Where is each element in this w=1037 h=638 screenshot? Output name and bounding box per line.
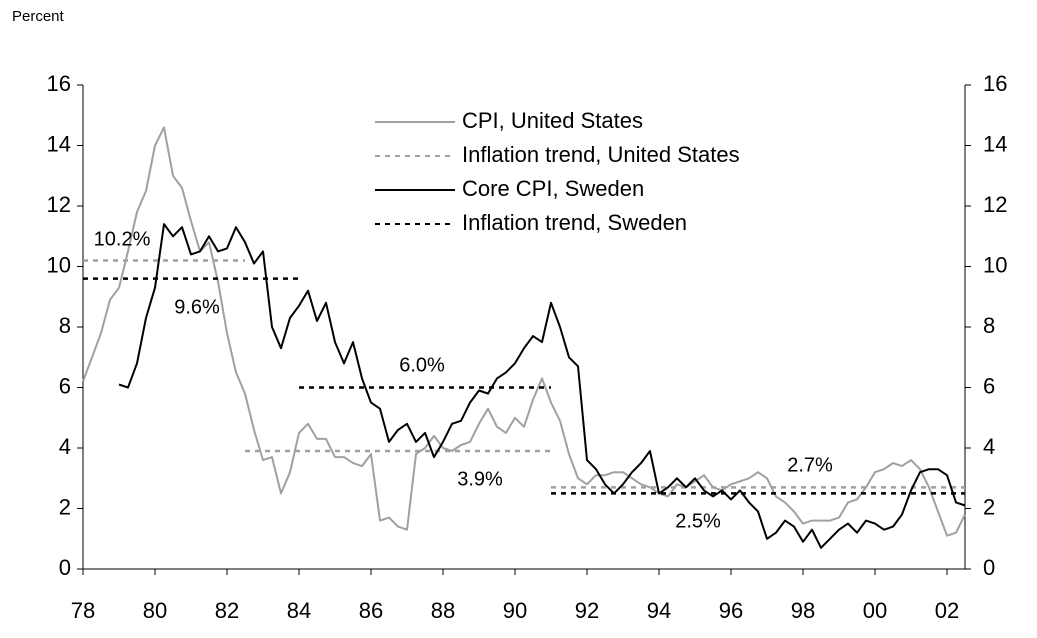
x-tick-label: 94 xyxy=(647,598,671,623)
legend-label: CPI, United States xyxy=(462,108,643,133)
legend-label: Inflation trend, United States xyxy=(462,142,740,167)
y2-tick-label: 6 xyxy=(983,373,995,398)
y-tick-label: 8 xyxy=(59,313,71,338)
legend-label: Inflation trend, Sweden xyxy=(462,210,687,235)
x-tick-label: 82 xyxy=(215,598,239,623)
y-tick-label: 14 xyxy=(47,131,71,156)
trend-label: 2.5% xyxy=(675,510,721,532)
y-tick-label: 4 xyxy=(59,434,71,459)
x-tick-label: 78 xyxy=(71,598,95,623)
y2-tick-label: 16 xyxy=(983,71,1007,96)
y-tick-label: 6 xyxy=(59,373,71,398)
x-tick-label: 92 xyxy=(575,598,599,623)
series-line xyxy=(118,223,966,549)
y2-tick-label: 14 xyxy=(983,131,1007,156)
y-tick-label: 10 xyxy=(47,252,71,277)
y2-tick-label: 8 xyxy=(983,313,995,338)
x-tick-label: 98 xyxy=(791,598,815,623)
x-tick-label: 88 xyxy=(431,598,455,623)
x-tick-label: 02 xyxy=(935,598,959,623)
legend-label: Core CPI, Sweden xyxy=(462,176,644,201)
x-tick-label: 96 xyxy=(719,598,743,623)
y2-tick-label: 4 xyxy=(983,434,995,459)
y-tick-label: 12 xyxy=(47,192,71,217)
y-tick-label: 0 xyxy=(59,555,71,580)
y2-tick-label: 2 xyxy=(983,494,995,519)
x-tick-label: 00 xyxy=(863,598,887,623)
y-tick-label: 2 xyxy=(59,494,71,519)
y2-tick-label: 10 xyxy=(983,252,1007,277)
y-tick-label: 16 xyxy=(47,71,71,96)
trend-label: 2.7% xyxy=(787,454,833,476)
y2-tick-label: 0 xyxy=(983,555,995,580)
series-line xyxy=(82,126,966,537)
y2-tick-label: 12 xyxy=(983,192,1007,217)
x-tick-label: 86 xyxy=(359,598,383,623)
x-tick-label: 90 xyxy=(503,598,527,623)
x-tick-label: 80 xyxy=(143,598,167,623)
trend-label: 9.6% xyxy=(174,296,220,318)
trend-label: 3.9% xyxy=(457,468,503,490)
y-axis-label: Percent xyxy=(12,8,65,25)
trend-label: 6.0% xyxy=(399,354,445,376)
x-tick-label: 84 xyxy=(287,598,311,623)
trend-label: 10.2% xyxy=(94,228,151,250)
